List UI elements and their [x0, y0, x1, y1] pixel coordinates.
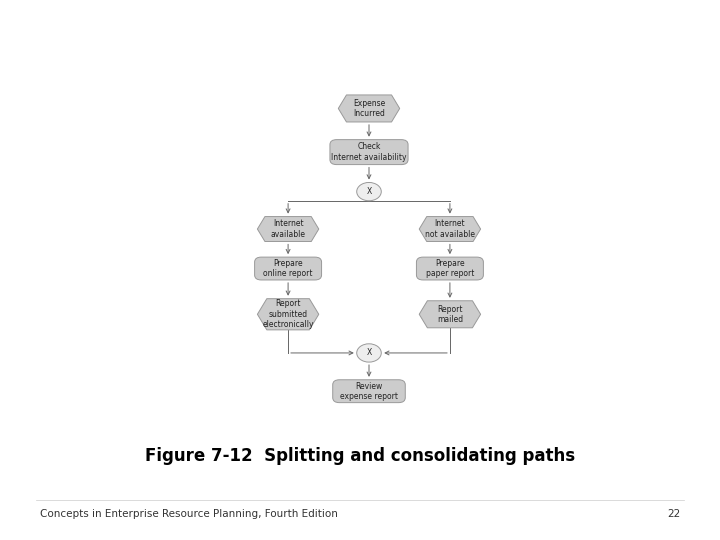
FancyBboxPatch shape [416, 257, 483, 280]
FancyBboxPatch shape [333, 380, 405, 403]
Polygon shape [258, 217, 319, 241]
Polygon shape [338, 95, 400, 122]
Text: Expense
Incurred: Expense Incurred [353, 99, 385, 118]
Polygon shape [419, 217, 481, 241]
Text: Report
submitted
electronically: Report submitted electronically [262, 299, 314, 329]
Text: Prepare
paper report: Prepare paper report [426, 259, 474, 278]
Circle shape [356, 183, 382, 201]
Text: X: X [366, 187, 372, 196]
Text: Internet
available: Internet available [271, 219, 305, 239]
Text: Concepts in Enterprise Resource Planning, Fourth Edition: Concepts in Enterprise Resource Planning… [40, 509, 338, 519]
FancyBboxPatch shape [255, 257, 322, 280]
Text: Internet
not available: Internet not available [425, 219, 475, 239]
Polygon shape [419, 301, 481, 328]
Text: Review
expense report: Review expense report [340, 381, 398, 401]
Text: Check
Internet availability: Check Internet availability [331, 143, 407, 162]
Text: Report
mailed: Report mailed [437, 305, 463, 324]
Text: 22: 22 [667, 509, 680, 519]
Polygon shape [258, 299, 319, 330]
Text: Figure 7-12  Splitting and consolidating paths: Figure 7-12 Splitting and consolidating … [145, 447, 575, 465]
Text: X: X [366, 348, 372, 357]
FancyBboxPatch shape [330, 140, 408, 165]
Text: Prepare
online report: Prepare online report [264, 259, 313, 278]
Circle shape [356, 344, 382, 362]
